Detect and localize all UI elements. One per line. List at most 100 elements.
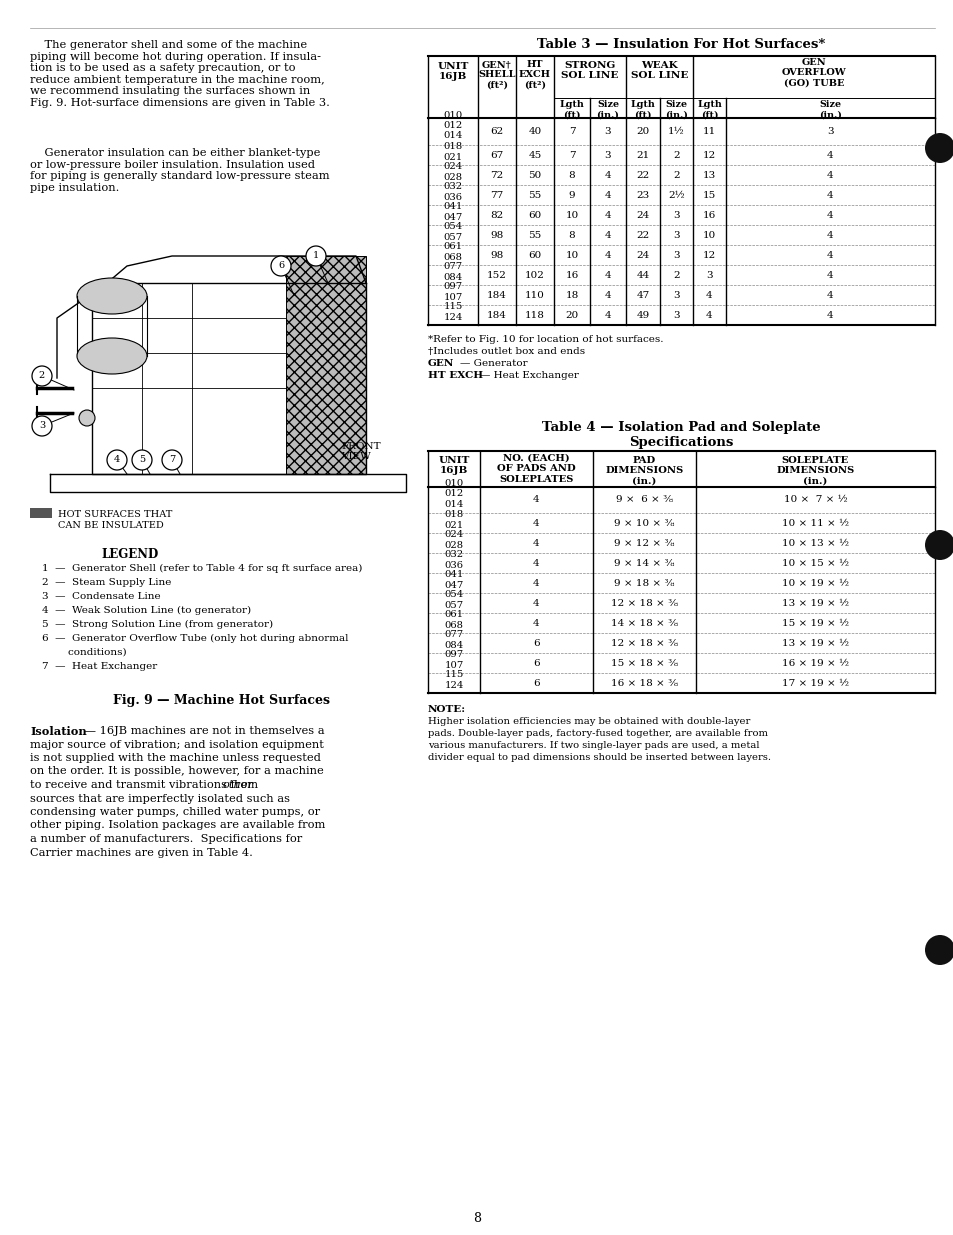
Text: 23: 23 (636, 190, 649, 200)
Text: Higher isolation efficiencies may be obtained with double-layer: Higher isolation efficiencies may be obt… (428, 718, 750, 726)
Text: 10 × 11 × ½: 10 × 11 × ½ (781, 519, 848, 527)
Text: 45: 45 (528, 151, 541, 159)
Text: STRONG
SOL LINE: STRONG SOL LINE (560, 61, 618, 80)
Text: 6: 6 (533, 658, 539, 667)
Text: Fig. 9 — Machine Hot Surfaces: Fig. 9 — Machine Hot Surfaces (112, 694, 330, 706)
Text: GEN: GEN (428, 359, 454, 368)
Text: pads. Double-layer pads, factory-fused together, are available from: pads. Double-layer pads, factory-fused t… (428, 729, 767, 739)
Text: 2  —  Steam Supply Line: 2 — Steam Supply Line (42, 578, 172, 587)
Text: Lgth
(ft): Lgth (ft) (630, 100, 655, 120)
Text: 16 × 18 × ⅜: 16 × 18 × ⅜ (610, 678, 678, 688)
Text: 15: 15 (702, 190, 716, 200)
Text: 4: 4 (604, 251, 611, 259)
Text: 6  —  Generator Overflow Tube (only hot during abnormal: 6 — Generator Overflow Tube (only hot du… (42, 634, 348, 643)
Text: 4: 4 (826, 270, 833, 279)
Text: 152: 152 (487, 270, 506, 279)
Text: 3: 3 (604, 127, 611, 136)
Text: 4: 4 (826, 210, 833, 220)
Text: 4: 4 (826, 170, 833, 179)
Text: 9 × 12 × ⅜: 9 × 12 × ⅜ (614, 538, 674, 547)
Text: major source of vibration; and isolation equipment: major source of vibration; and isolation… (30, 740, 323, 750)
Text: 10: 10 (565, 251, 578, 259)
Text: 4: 4 (826, 231, 833, 240)
Text: NO. (EACH)
OF PADS AND
SOLEPLATES: NO. (EACH) OF PADS AND SOLEPLATES (497, 454, 576, 484)
Text: 2: 2 (673, 270, 679, 279)
Text: 3: 3 (673, 290, 679, 300)
Text: 17 × 19 × ½: 17 × 19 × ½ (781, 678, 848, 688)
Text: to receive and transmit vibrations from: to receive and transmit vibrations from (30, 781, 261, 790)
Text: 3: 3 (673, 231, 679, 240)
Text: 1: 1 (313, 252, 319, 261)
Text: 3: 3 (705, 270, 712, 279)
Text: 7: 7 (169, 456, 175, 464)
Text: Carrier machines are given in Table 4.: Carrier machines are given in Table 4. (30, 847, 253, 857)
Text: 2½: 2½ (667, 190, 684, 200)
Text: 7: 7 (568, 151, 575, 159)
Text: — Generator: — Generator (459, 359, 527, 368)
Text: 60: 60 (528, 251, 541, 259)
Text: 3: 3 (39, 421, 45, 431)
Text: 6: 6 (533, 638, 539, 647)
Text: 9: 9 (568, 190, 575, 200)
Text: 010
012
014: 010 012 014 (444, 479, 463, 509)
Circle shape (32, 416, 52, 436)
Bar (32, 228, 411, 501)
Text: 40: 40 (528, 127, 541, 136)
Text: Isolation: Isolation (30, 726, 87, 737)
Text: 4: 4 (604, 210, 611, 220)
Text: 50: 50 (528, 170, 541, 179)
Text: UNIT
16JB: UNIT 16JB (436, 62, 468, 82)
Text: 6: 6 (277, 262, 284, 270)
Text: *Refer to Fig. 10 for location of hot surfaces.: *Refer to Fig. 10 for location of hot su… (428, 335, 662, 345)
Text: 24: 24 (636, 251, 649, 259)
Text: 097
107: 097 107 (444, 651, 463, 669)
Text: 11: 11 (702, 127, 716, 136)
Text: 13 × 19 × ½: 13 × 19 × ½ (781, 638, 848, 647)
Text: 12 × 18 × ⅜: 12 × 18 × ⅜ (610, 599, 678, 608)
Text: HT
EXCH
(ft²): HT EXCH (ft²) (518, 61, 551, 90)
Text: HOT SURFACES THAT: HOT SURFACES THAT (58, 510, 172, 519)
Text: 20: 20 (565, 310, 578, 320)
Text: 010
012
014: 010 012 014 (443, 111, 462, 141)
Text: condensing water pumps, chilled water pumps, or: condensing water pumps, chilled water pu… (30, 806, 320, 818)
Text: 184: 184 (487, 310, 506, 320)
Text: 4: 4 (533, 519, 539, 527)
Text: 4  —  Weak Solution Line (to generator): 4 — Weak Solution Line (to generator) (42, 606, 251, 615)
Text: 22: 22 (636, 170, 649, 179)
Text: CAN BE INSULATED: CAN BE INSULATED (58, 521, 164, 530)
Text: 097
107: 097 107 (443, 283, 462, 301)
Text: 061
068: 061 068 (444, 610, 463, 630)
Text: 8: 8 (568, 170, 575, 179)
Text: 60: 60 (528, 210, 541, 220)
Circle shape (306, 246, 326, 266)
Text: 4: 4 (533, 578, 539, 588)
Text: 4: 4 (533, 619, 539, 627)
Text: 077
084: 077 084 (443, 262, 462, 282)
Text: 2: 2 (673, 151, 679, 159)
Text: 62: 62 (490, 127, 503, 136)
Text: LEGEND: LEGEND (101, 548, 158, 561)
Text: divider equal to pad dimensions should be inserted between layers.: divider equal to pad dimensions should b… (428, 753, 770, 762)
Text: 4: 4 (604, 170, 611, 179)
Bar (30, 508, 52, 517)
Text: 077
084: 077 084 (444, 630, 463, 650)
Text: GEN
OVERFLOW
(GO) TUBE: GEN OVERFLOW (GO) TUBE (781, 58, 845, 88)
Text: 21: 21 (636, 151, 649, 159)
Text: 24: 24 (636, 210, 649, 220)
Text: 9 × 18 × ⅜: 9 × 18 × ⅜ (614, 578, 674, 588)
Text: 67: 67 (490, 151, 503, 159)
Text: 12: 12 (702, 251, 716, 259)
Text: 115
124: 115 124 (444, 671, 463, 689)
Text: 44: 44 (636, 270, 649, 279)
Text: 054
057: 054 057 (443, 222, 462, 242)
Text: 3  —  Condensate Line: 3 — Condensate Line (42, 592, 160, 601)
Text: is not supplied with the machine unless requested: is not supplied with the machine unless … (30, 753, 320, 763)
Text: 13 × 19 × ½: 13 × 19 × ½ (781, 599, 848, 608)
Text: 12: 12 (702, 151, 716, 159)
Text: 041
047: 041 047 (443, 203, 462, 222)
Text: Size
(in.): Size (in.) (819, 100, 841, 120)
Text: 20: 20 (636, 127, 649, 136)
Text: 3: 3 (826, 127, 833, 136)
Text: 4: 4 (826, 290, 833, 300)
Text: 4: 4 (533, 495, 539, 505)
